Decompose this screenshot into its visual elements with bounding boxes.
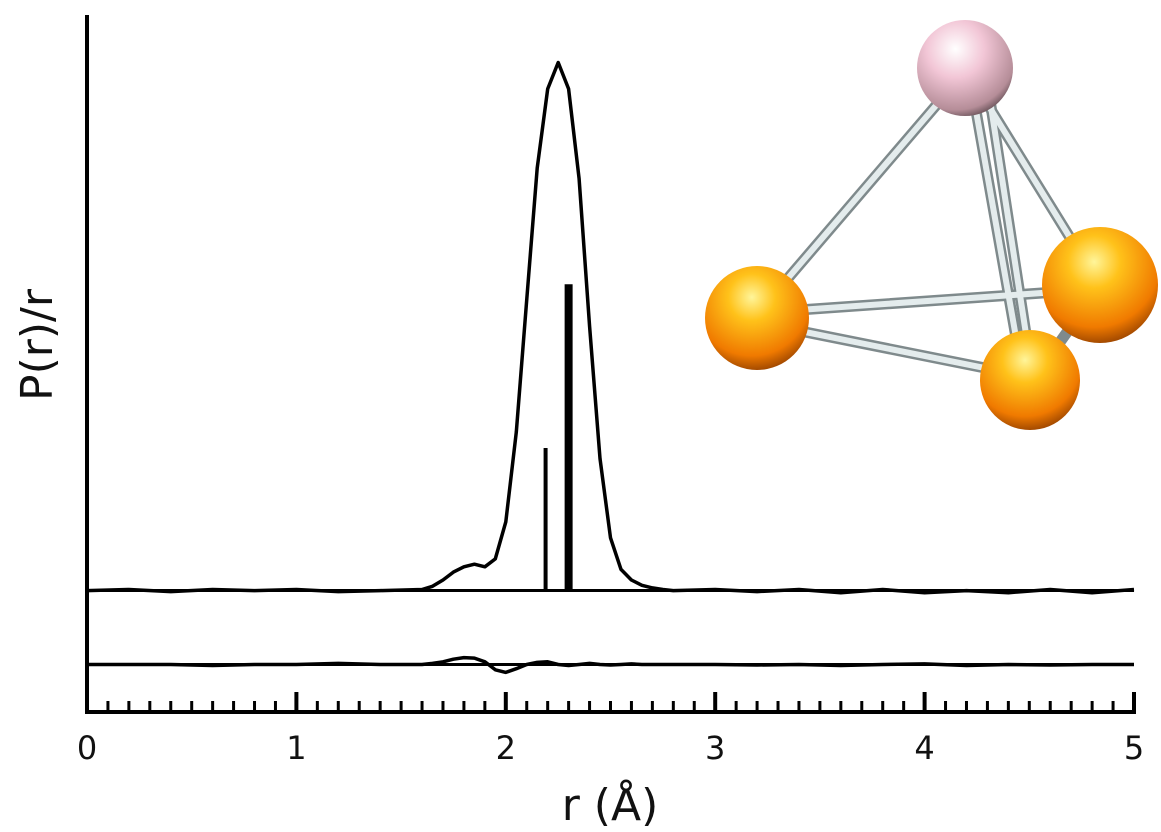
- atom: [705, 266, 809, 370]
- data-line: [87, 658, 1134, 673]
- x-tick-label: 2: [496, 729, 516, 767]
- chart: r (Å) P(r)/r 0 1 2 3 4 5: [0, 0, 1161, 832]
- x-tick-label: 0: [77, 729, 97, 767]
- atom: [917, 20, 1013, 116]
- x-tick-label: 1: [286, 729, 306, 767]
- atom: [1042, 227, 1158, 343]
- x-tick-label: 5: [1124, 729, 1144, 767]
- x-axis-label: r (Å): [562, 778, 659, 831]
- y-axis-label: P(r)/r: [12, 288, 63, 401]
- molecule-illustration: [705, 20, 1158, 430]
- x-tick-label: 3: [705, 729, 725, 767]
- atom: [980, 330, 1080, 430]
- x-tick-label: 4: [914, 729, 934, 767]
